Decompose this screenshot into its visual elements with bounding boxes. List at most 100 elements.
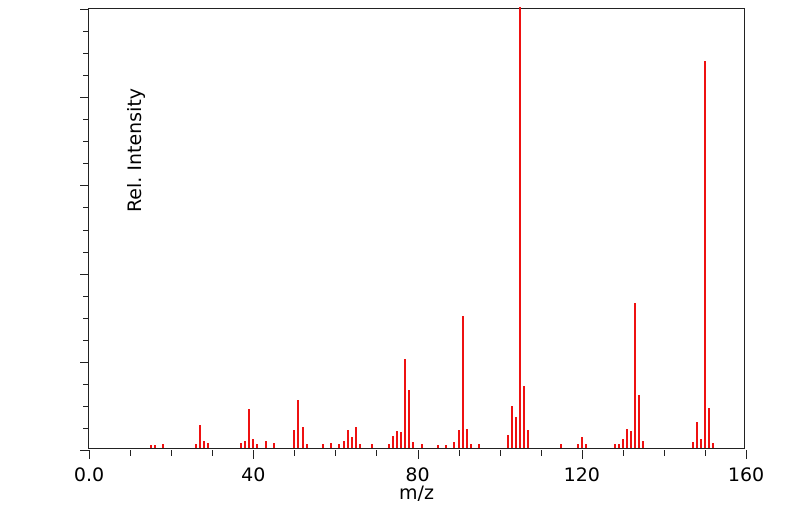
y-axis-minor-tick	[83, 295, 89, 297]
y-axis-minor-tick	[83, 383, 89, 385]
y-axis-minor-tick	[83, 207, 89, 209]
x-axis-tick-label: 120	[563, 464, 600, 486]
spectrum-peak	[506, 434, 509, 448]
x-axis-minor-tick	[376, 450, 378, 456]
x-axis-minor-tick	[212, 450, 214, 456]
x-axis-tick-label: 80	[405, 464, 430, 486]
x-axis-major-tick	[581, 450, 583, 459]
y-axis-major-tick	[80, 450, 89, 451]
spectrum-peak	[149, 444, 152, 448]
x-axis-minor-tick	[458, 450, 460, 456]
y-axis-major-tick	[80, 97, 89, 99]
spectrum-peak	[584, 444, 587, 448]
x-axis-minor-tick	[499, 450, 501, 456]
spectrum-peak	[510, 406, 513, 448]
spectrum-peak	[207, 442, 210, 448]
spectrum-peak	[515, 416, 518, 448]
x-axis-major-tick	[746, 450, 747, 459]
spectrum-peak	[613, 444, 616, 448]
spectrum-peak	[198, 424, 201, 448]
y-axis-minor-tick	[83, 31, 89, 33]
spectrum-peak	[153, 445, 156, 448]
spectrum-peak	[354, 427, 357, 448]
spectrum-peak	[523, 385, 526, 448]
spectrum-peak	[465, 429, 468, 448]
x-axis-minor-tick	[663, 450, 665, 456]
y-axis-major-tick	[80, 273, 89, 275]
y-axis-minor-tick	[83, 163, 89, 165]
x-axis-title: m/z	[399, 482, 434, 504]
spectrum-peak	[699, 439, 702, 448]
y-axis-minor-tick	[83, 427, 89, 429]
spectrum-peak	[350, 437, 353, 448]
y-axis-minor-tick	[83, 317, 89, 319]
spectrum-peak	[695, 421, 698, 448]
spectrum-peak	[338, 443, 341, 448]
spectrum-peak	[256, 443, 259, 448]
spectrum-peak	[322, 444, 325, 448]
spectrum-peak	[264, 440, 267, 448]
spectrum-peak	[161, 444, 164, 448]
y-axis-minor-tick	[83, 75, 89, 77]
spectrum-peak	[194, 443, 197, 448]
spectrum-peak	[272, 443, 275, 448]
x-axis-major-tick	[417, 450, 419, 459]
x-axis-minor-tick	[622, 450, 624, 456]
spectrum-peak	[457, 430, 460, 448]
spectrum-peak	[346, 430, 349, 448]
spectrum-peak	[408, 390, 411, 448]
spectrum-peak	[387, 443, 390, 448]
y-axis-minor-tick	[83, 405, 89, 407]
x-axis-minor-tick	[335, 450, 337, 456]
y-axis-major-tick	[80, 185, 89, 187]
spectrum-peak	[634, 303, 637, 448]
spectrum-peak	[625, 429, 628, 448]
y-axis-minor-tick	[83, 339, 89, 341]
spectrum-peak	[638, 395, 641, 448]
y-axis-title: Rel. Intensity	[124, 87, 146, 213]
spectrum-peak	[252, 439, 255, 448]
spectrum-peak	[621, 439, 624, 448]
spectrum-peak	[642, 440, 645, 448]
spectrum-peak	[437, 444, 440, 448]
spectrum-peak	[576, 443, 579, 448]
spectrum-peak	[412, 441, 415, 448]
x-axis-major-tick	[89, 450, 90, 459]
spectrum-peak	[359, 443, 361, 448]
spectrum-peak	[420, 444, 423, 448]
spectrum-peak	[391, 436, 394, 448]
spectrum-peak	[202, 440, 205, 448]
spectrum-peak	[404, 358, 407, 448]
spectrum-peak	[342, 440, 345, 448]
spectrum-peak	[297, 399, 300, 448]
spectrum-peak	[445, 444, 448, 448]
spectrum-peak	[244, 440, 247, 448]
y-axis-minor-tick	[83, 229, 89, 231]
x-axis-tick-label: 0.0	[73, 464, 105, 486]
spectrum-peak	[478, 444, 481, 448]
x-axis-minor-tick	[130, 450, 132, 456]
y-axis-minor-tick	[83, 141, 89, 143]
y-axis-minor-tick	[83, 251, 89, 253]
x-axis-minor-tick	[540, 450, 542, 456]
spectrum-peak	[527, 430, 530, 448]
x-axis-tick-label: 160	[727, 464, 765, 486]
spectrum-peak	[305, 443, 308, 448]
spectrum-peak	[703, 60, 706, 448]
spectrum-peak	[630, 430, 633, 448]
spectrum-peak	[371, 443, 374, 448]
spectrum-peak	[301, 427, 304, 448]
spectrum-peak	[617, 443, 620, 448]
spectrum-peak	[330, 442, 333, 448]
spectrum-peak	[293, 429, 296, 448]
x-axis-major-tick	[253, 450, 255, 459]
spectrum-peak	[519, 7, 522, 448]
x-axis-tick-label: 40	[241, 464, 266, 486]
spectrum-peak	[708, 408, 711, 448]
spectrum-peak	[580, 436, 583, 448]
y-axis-major-tick	[80, 361, 89, 363]
spectrum-peak	[248, 408, 251, 448]
x-axis-minor-tick	[171, 450, 173, 456]
